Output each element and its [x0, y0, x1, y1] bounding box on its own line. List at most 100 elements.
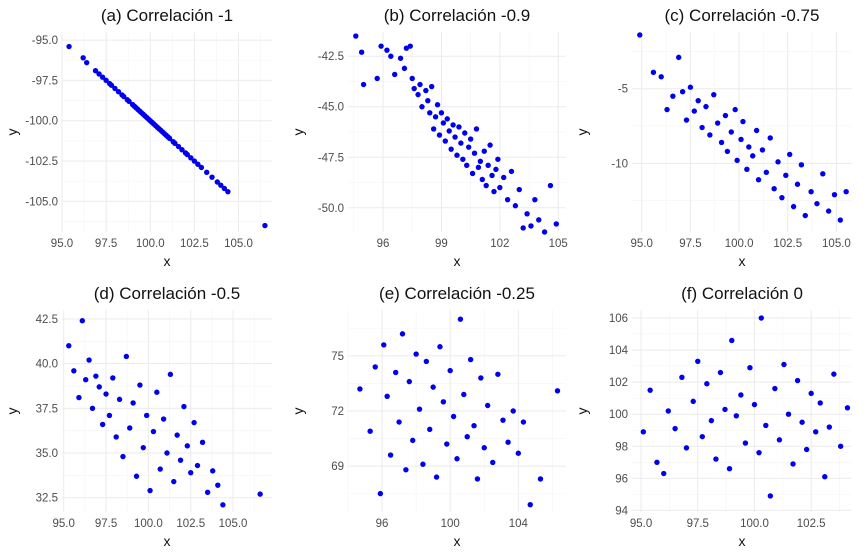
scatter-point [738, 392, 744, 398]
scatter-point [510, 408, 516, 414]
scatter-point [157, 466, 163, 472]
scatter-point [691, 108, 698, 114]
scatter-point [695, 97, 701, 104]
scatter-point [664, 106, 670, 113]
scatter-point [465, 144, 472, 150]
scatter-point [756, 449, 762, 456]
scatter-point [179, 147, 185, 153]
scatter-point [384, 47, 390, 53]
scatter-point [133, 473, 140, 479]
scatter-point [381, 342, 387, 348]
scatter-point [536, 217, 542, 223]
y-tick-label: 40.0 [36, 359, 58, 371]
scatter-point [76, 394, 82, 401]
scatter-point [722, 112, 729, 119]
scatter-point [448, 146, 454, 152]
scatter-point [450, 413, 457, 420]
x-tick-label: 100.0 [134, 518, 163, 530]
x-axis-label: x [739, 533, 746, 549]
scatter-point [724, 148, 731, 155]
scatter-point [194, 462, 201, 469]
scatter-point [742, 440, 749, 446]
scatter-point [83, 377, 89, 383]
scatter-point [181, 403, 187, 410]
scatter-point [520, 225, 526, 231]
scatter-point [554, 388, 561, 394]
scatter-point [430, 384, 436, 390]
scatter-point [174, 432, 180, 438]
scatter-point [775, 159, 781, 165]
scatter-point [444, 441, 450, 447]
scatter-point [734, 157, 740, 164]
scatter-point [92, 68, 99, 74]
scatter-point [115, 88, 122, 95]
scatter-point [820, 171, 826, 177]
y-tick-label: 69 [331, 461, 344, 473]
scatter-point [707, 132, 713, 138]
scatter-point [392, 369, 399, 376]
x-tick-label: 104 [509, 518, 529, 530]
scatter-point [478, 375, 484, 381]
scatter-point [475, 164, 482, 171]
scatter-point [164, 450, 170, 456]
scatter-panel-1: 96 99 102 105 -50.0 -47.5 -45.0 -42.5 (b) Correl… [290, 6, 568, 269]
scatter-point [781, 361, 787, 368]
scatter-point [154, 389, 160, 395]
scatter-point [417, 81, 423, 88]
scatter-point [790, 203, 797, 210]
x-tick-label: 97.5 [95, 238, 117, 250]
scatter-point [825, 208, 832, 214]
scatter-point [524, 211, 530, 217]
scatter-point [127, 425, 133, 431]
scatter-point [679, 89, 686, 95]
scatter-point [717, 369, 724, 376]
scatter-point [541, 229, 548, 235]
scatter-point [798, 162, 805, 168]
scatter-point [484, 402, 491, 409]
scatter-point [79, 318, 86, 324]
scatter-point [384, 393, 390, 400]
scatter-point [479, 176, 486, 183]
scatter-point [374, 75, 380, 82]
y-tick-label: -47.5 [318, 152, 344, 164]
scatter-point [221, 185, 228, 192]
scatter-point [123, 353, 130, 360]
scatter-point [113, 434, 119, 440]
scatter-point [808, 390, 814, 397]
scatter-point [220, 502, 226, 508]
scatter-point [687, 84, 694, 90]
scatter-point [670, 93, 676, 99]
scatter-point [794, 377, 801, 384]
scatter-point [491, 188, 497, 195]
x-tick-label: 95.0 [631, 238, 653, 250]
x-tick-label: 96 [377, 238, 390, 250]
scatter-point [747, 365, 753, 371]
scatter-point [147, 487, 153, 494]
scatter-point [501, 174, 507, 181]
x-tick-label: 100 [441, 518, 460, 530]
scatter-point [746, 144, 752, 150]
scatter-point [262, 222, 268, 229]
scatter-point [495, 156, 501, 162]
y-tick-label: 106 [609, 313, 628, 325]
scatter-point [464, 434, 470, 440]
scatter-point [490, 459, 496, 466]
scatter-point [191, 419, 197, 426]
scatter-point [116, 396, 123, 403]
scatter-point [416, 406, 423, 412]
scatter-point [191, 158, 198, 164]
scatter-point [450, 122, 456, 128]
scatter-point [708, 417, 715, 424]
y-tick-label: -102.5 [25, 156, 58, 168]
scatter-point [66, 343, 72, 349]
x-tick-label: 105.0 [224, 238, 253, 250]
scatter-point [516, 186, 522, 193]
scatter-point [654, 459, 660, 466]
x-tick-label: 99 [435, 238, 448, 250]
scatter-point [184, 151, 190, 158]
scatter-point [672, 425, 678, 432]
scatter-point [454, 152, 460, 158]
scatter-point [456, 124, 462, 130]
x-tick-label: 100.0 [136, 238, 165, 250]
scatter-point [776, 437, 783, 443]
